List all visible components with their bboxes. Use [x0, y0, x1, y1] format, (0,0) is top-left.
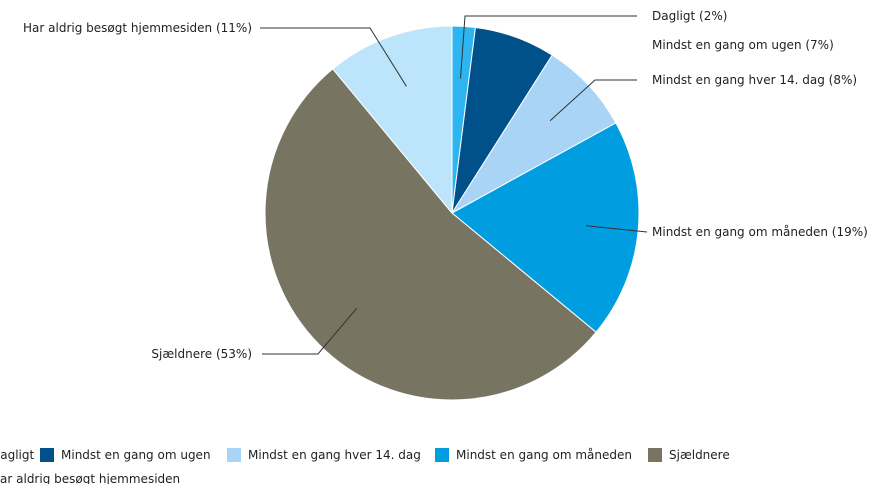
legend-label: Har aldrig besøgt hjemmesiden — [0, 472, 181, 484]
chart-legend: Dagligt Mindst en gang om ugen Mindst en g… — [0, 442, 879, 484]
leader-line-dagligt — [460, 15, 637, 79]
data-label-dagligt: Dagligt (2%) — [652, 9, 727, 23]
legend-swatch — [435, 448, 449, 462]
pie-slice-sj-ldnere — [264, 68, 597, 401]
leader-line-har-aldrig-bes-gt-hjemmesiden — [260, 27, 407, 87]
legend-item-sj-ldnere: Sjældnere — [648, 447, 730, 463]
leader-line-sj-ldnere — [262, 307, 358, 355]
leader-line-mindst-en-gang-om-ma-neden — [585, 225, 648, 233]
legend-item-mindst-en-gang-om-ugen: Mindst en gang om ugen — [40, 447, 211, 463]
data-label-mindst-en-gang-om-ma-neden: Mindst en gang om måneden (19%) — [652, 225, 868, 239]
legend-swatch — [227, 448, 241, 462]
data-label-sj-ldnere: Sjældnere (53%) — [151, 347, 252, 361]
data-label-mindst-en-gang-hver-14-dag: Mindst en gang hver 14. dag (8%) — [652, 73, 857, 87]
legend-item-mindst-en-gang-hver-14-dag: Mindst en gang hver 14. dag — [227, 447, 421, 463]
data-label-har-aldrig-bes-gt-hjemmesiden: Har aldrig besøgt hjemmesiden (11%) — [23, 21, 252, 35]
legend-item-mindst-en-gang-om-ma-neden: Mindst en gang om måneden — [435, 447, 632, 463]
legend-label: Mindst en gang hver 14. dag — [248, 448, 421, 462]
legend-label: Sjældnere — [669, 448, 730, 462]
legend-swatch — [648, 448, 662, 462]
legend-swatch — [40, 448, 54, 462]
pie-slice-mindst-en-gang-hver-14-dag — [451, 54, 617, 214]
legend-label: Mindst en gang om måneden — [456, 448, 632, 462]
legend-item-har-aldrig-bes-gt-hjemmesiden: Har aldrig besøgt hjemmesiden — [0, 471, 180, 484]
legend-label: Mindst en gang om ugen — [61, 448, 211, 462]
leader-line-mindst-en-gang-hver-14-dag — [549, 79, 637, 122]
data-label-mindst-en-gang-om-ugen: Mindst en gang om ugen (7%) — [652, 38, 834, 52]
pie-chart: Dagligt (2%) Mindst en gang om ugen (7%) M… — [23, 9, 868, 401]
legend-label: Dagligt — [0, 448, 35, 462]
legend-item-dagligt: Dagligt — [0, 447, 34, 463]
pie-slice-har-aldrig-bes-gt-hjemmesiden — [332, 25, 453, 215]
